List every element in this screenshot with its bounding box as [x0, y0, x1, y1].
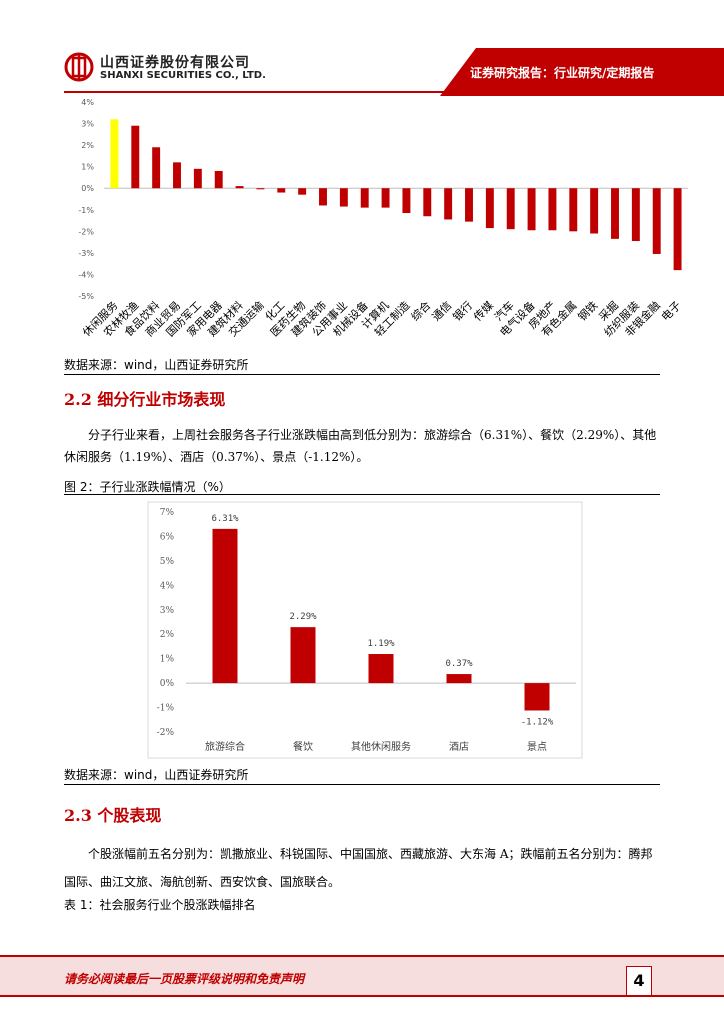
bar: [527, 188, 536, 231]
y-tick-label: -2%: [78, 227, 94, 236]
footer-disclaimer: 请务必阅读最后一页股票评级说明和免责声明: [64, 972, 305, 986]
chart1-source: 数据来源：wind，山西证券研究所: [64, 358, 249, 372]
data-label: 2.29%: [289, 612, 317, 622]
category-label: 银行: [450, 298, 475, 323]
bar: [524, 683, 550, 711]
bar: [152, 147, 161, 189]
footer-band: [0, 955, 724, 997]
bar: [485, 188, 494, 229]
company-name-cn: 山西证券股份有限公司: [100, 55, 250, 71]
category-label: 酒店: [449, 740, 469, 753]
company-name-en: SHANXI SECURITIES CO., LTD.: [100, 70, 266, 81]
bar: [652, 188, 661, 254]
section-heading-2-2: 2.2 细分行业市场表现: [64, 390, 226, 409]
category-label: 传媒: [471, 299, 496, 324]
shanxi-securities-logo-icon: [64, 52, 94, 82]
bar: [368, 654, 394, 684]
y-tick-label: 3%: [160, 606, 175, 616]
divider: [64, 374, 660, 375]
bar: [214, 170, 223, 189]
section-heading-2-3: 2.3 个股表现: [64, 806, 162, 825]
bar: [631, 188, 640, 242]
y-tick-label: -5%: [78, 292, 94, 301]
bar: [298, 188, 307, 195]
category-label: 其他休闲服务: [351, 740, 411, 753]
chart2-source: 数据来源：wind，山西证券研究所: [64, 768, 249, 782]
bar: [339, 188, 348, 207]
bar: [506, 188, 515, 230]
y-tick-label: 0%: [81, 184, 94, 193]
bar: [360, 188, 369, 208]
bar: [235, 186, 244, 189]
y-tick-label: -4%: [78, 270, 94, 279]
page-number: 4: [626, 966, 652, 996]
bar: [381, 188, 390, 208]
bar: [319, 188, 327, 206]
category-label: 景点: [527, 741, 547, 753]
bar: [590, 188, 599, 234]
y-tick-label: 6%: [160, 532, 175, 542]
bar: [446, 674, 472, 684]
bar: [173, 162, 181, 189]
bar: [673, 188, 682, 271]
category-label: 综合: [408, 298, 433, 323]
bar: [110, 119, 119, 189]
category-label: 旅游综合: [205, 740, 245, 753]
y-tick-label: 7%: [160, 508, 175, 518]
bar: [465, 188, 473, 222]
header-band: [64, 48, 724, 96]
section-2-3-paragraph: 个股涨幅前五名分别为：凯撒旅业、科锐国际、中国国旅、西藏旅游、大东海 A；跌幅前…: [64, 847, 653, 889]
figure-2-caption: 图 2：子行业涨跌幅情况（%）: [64, 480, 231, 494]
bar: [256, 188, 265, 190]
category-label: 餐饮: [293, 740, 313, 753]
data-label: 1.19%: [367, 639, 395, 649]
bar: [193, 168, 202, 189]
section-2-2-paragraph: 分子行业来看，上周社会服务各子行业涨跌幅由高到低分别为：旅游综合（6.31%）、…: [64, 428, 657, 464]
report-type-label: 证券研究报告：行业研究/定期报告: [470, 66, 655, 80]
industry-returns-chart: 4%3%2%1%0%-1%-2%-3%-4%-5%休闲服务农林牧渔食品饮料商业贸…: [78, 98, 688, 339]
data-label: 0.37%: [445, 659, 473, 669]
bar: [569, 188, 578, 232]
category-label: 通信: [430, 299, 455, 324]
chart-frame: [147, 501, 583, 759]
data-label: -1.12%: [521, 717, 554, 727]
y-tick-label: -1%: [157, 704, 175, 714]
category-label: 电子: [659, 299, 684, 324]
y-tick-label: 1%: [81, 163, 94, 172]
bar: [290, 627, 316, 684]
bar: [548, 188, 557, 231]
bar: [131, 125, 140, 189]
y-tick-label: 4%: [160, 581, 175, 591]
y-tick-label: 1%: [160, 655, 175, 665]
bar: [277, 188, 286, 193]
category-label: 钢铁: [576, 299, 601, 324]
bar: [402, 188, 411, 214]
y-tick-label: 3%: [81, 120, 94, 129]
y-tick-label: 2%: [81, 141, 94, 150]
divider: [64, 494, 660, 495]
y-tick-label: -2%: [157, 728, 175, 738]
bar: [444, 188, 453, 220]
y-tick-label: 5%: [160, 557, 175, 567]
bar: [611, 188, 619, 239]
table-1-caption: 表 1：社会服务行业个股涨跌幅排名: [64, 898, 256, 912]
y-tick-label: -1%: [78, 206, 94, 215]
y-tick-label: 4%: [81, 98, 94, 107]
y-tick-label: 0%: [160, 679, 175, 689]
bar: [423, 188, 432, 217]
data-label: 6.31%: [211, 514, 239, 524]
sub-industry-returns-chart: 7% 6% 5% 4% 3% 2% 1% 0% -1% -2% 6.31% 旅游综合 2.29% 餐饮 1.…: [147, 501, 583, 759]
divider: [64, 784, 660, 785]
bar: [212, 528, 238, 684]
y-tick-label: 2%: [160, 630, 175, 640]
y-tick-label: -3%: [78, 249, 94, 258]
